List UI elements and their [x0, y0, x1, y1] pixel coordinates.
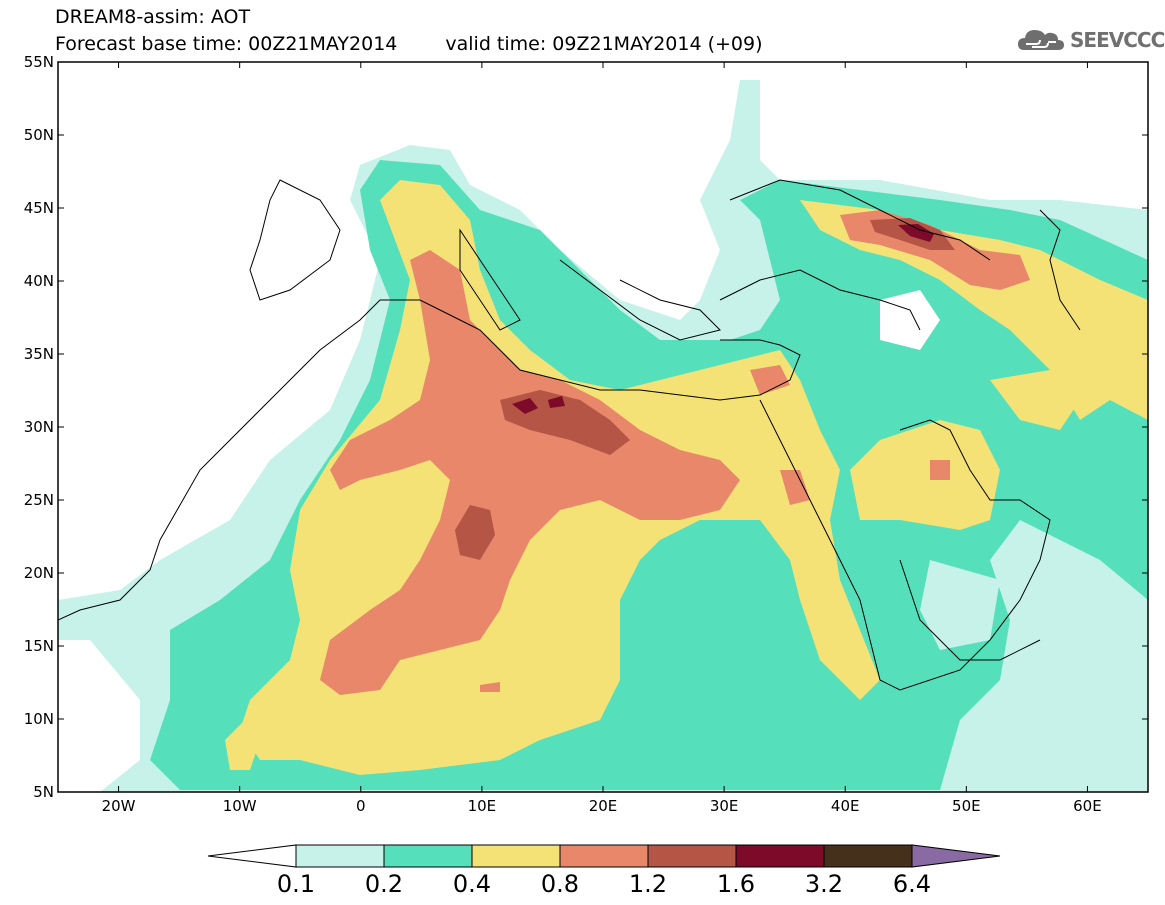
seevccc-logo: SEEVCCC — [1018, 24, 1165, 56]
logo-text: SEEVCCC — [1070, 28, 1165, 52]
colorbar-label: 1.6 — [717, 870, 755, 898]
valid-time-label: valid time: 09Z21MAY2014 (+09) — [445, 33, 763, 55]
map-title: DREAM8-assim: AOT — [55, 6, 251, 28]
lon-tick-label: 50E — [952, 797, 981, 815]
aot-contour-1.6 — [512, 224, 934, 414]
lat-tick-label: 20N — [24, 564, 54, 582]
colorbar-box — [823, 844, 913, 868]
lat-tick-label: 30N — [24, 418, 54, 436]
longitude-axis: 20W 10W 0 10E 20E 30E 40E 50E 60E — [102, 62, 1102, 815]
lat-tick-label: 45N — [24, 199, 54, 217]
base-time-label: Forecast base time: 00Z21MAY2014 — [55, 33, 398, 55]
aot-field — [58, 80, 1148, 792]
colorbar-box — [295, 844, 385, 868]
colorbar-lower-arrow — [207, 844, 297, 868]
lat-tick-label: 35N — [24, 345, 54, 363]
lon-tick-label: 40E — [831, 797, 860, 815]
colorbar-label: 0.1 — [277, 870, 315, 898]
lon-tick-label: 20W — [102, 797, 136, 815]
lon-tick-label: 30E — [710, 797, 739, 815]
lat-tick-label: 25N — [24, 491, 54, 509]
colorbar-label: 6.4 — [893, 870, 931, 898]
cloud-icon — [1018, 30, 1064, 50]
coastlines — [58, 179, 1081, 691]
lon-tick-label: 60E — [1073, 797, 1102, 815]
colorbar-upper-arrow — [911, 844, 1001, 868]
colorbar-box — [735, 844, 825, 868]
colorbar-box — [647, 844, 737, 868]
colorbar-label: 0.2 — [365, 870, 403, 898]
colorbar-box — [559, 844, 649, 868]
map-subtitle: Forecast base time: 00Z21MAY2014 valid ti… — [55, 33, 763, 55]
colorbar: 0.1 0.2 0.4 0.8 1.2 1.6 3.2 6.4 — [207, 844, 1001, 898]
latitude-axis: 55N 50N 45N 40N 35N 30N 25N 20N 15N 10N 5N — [24, 53, 1148, 801]
lon-tick-label: 10W — [223, 797, 257, 815]
lat-tick-label: 50N — [24, 126, 54, 144]
lat-tick-label: 55N — [24, 53, 54, 71]
lat-tick-label: 10N — [24, 710, 54, 728]
lon-tick-label: 10E — [468, 797, 497, 815]
lat-tick-label: 40N — [24, 272, 54, 290]
colorbar-label: 0.8 — [541, 870, 579, 898]
colorbar-label: 1.2 — [629, 870, 667, 898]
lat-tick-label: 5N — [33, 783, 54, 801]
colorbar-box — [471, 844, 561, 868]
colorbar-box — [383, 844, 473, 868]
colorbar-label: 3.2 — [805, 870, 843, 898]
lon-tick-label: 0 — [356, 797, 366, 815]
colorbar-label: 0.4 — [453, 870, 491, 898]
lat-tick-label: 15N — [24, 637, 54, 655]
lon-tick-label: 20E — [589, 797, 618, 815]
